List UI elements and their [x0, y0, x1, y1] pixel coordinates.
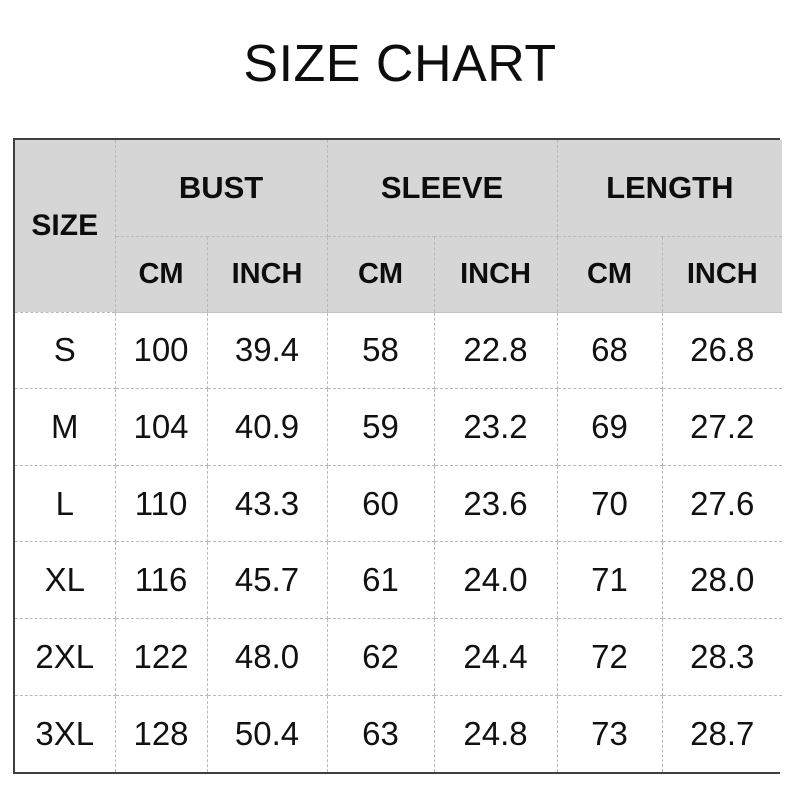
cell-length-cm: 72 [557, 618, 663, 696]
cell-sleeve-cm: 59 [327, 388, 435, 466]
cell-bust-inch: 39.4 [207, 312, 328, 390]
cell-length-inch: 26.8 [662, 312, 783, 390]
cell-sleeve-cm: 63 [327, 695, 435, 772]
table-body: S 100 39.4 58 22.8 68 26.8 M 104 40.9 59… [15, 312, 783, 772]
cell-sleeve-inch: 24.0 [434, 541, 558, 620]
cell-length-cm: 70 [557, 465, 663, 543]
header-unit-bust-cm: CM [115, 236, 208, 313]
cell-size: 3XL [15, 695, 116, 772]
cell-bust-inch: 43.3 [207, 465, 328, 543]
cell-length-inch: 27.2 [662, 388, 783, 466]
header-size: SIZE [15, 140, 116, 313]
table-row: S 100 39.4 58 22.8 68 26.8 [15, 312, 783, 390]
cell-size: XL [15, 541, 116, 620]
cell-length-inch: 27.6 [662, 465, 783, 543]
cell-bust-cm: 128 [115, 695, 208, 772]
cell-sleeve-cm: 58 [327, 312, 435, 390]
size-chart-table-container: SIZE BUST SLEEVE LENGTH CM INCH CM INCH … [13, 138, 783, 774]
cell-size: M [15, 388, 116, 466]
cell-length-inch: 28.3 [662, 618, 783, 696]
cell-bust-cm: 104 [115, 388, 208, 466]
table-row: 2XL 122 48.0 62 24.4 72 28.3 [15, 618, 783, 696]
header-group-sleeve: SLEEVE [327, 140, 558, 237]
cell-length-inch: 28.7 [662, 695, 783, 772]
cell-sleeve-cm: 60 [327, 465, 435, 543]
table-row: XL 116 45.7 61 24.0 71 28.0 [15, 541, 783, 620]
cell-sleeve-inch: 24.4 [434, 618, 558, 696]
cell-bust-cm: 116 [115, 541, 208, 620]
header-unit-sleeve-inch: INCH [434, 236, 558, 313]
cell-bust-cm: 122 [115, 618, 208, 696]
cell-length-cm: 73 [557, 695, 663, 772]
cell-bust-inch: 50.4 [207, 695, 328, 772]
cell-bust-inch: 45.7 [207, 541, 328, 620]
cell-size: S [15, 312, 116, 390]
cell-sleeve-inch: 24.8 [434, 695, 558, 772]
table-row: M 104 40.9 59 23.2 69 27.2 [15, 388, 783, 466]
cell-bust-cm: 100 [115, 312, 208, 390]
cell-sleeve-inch: 23.6 [434, 465, 558, 543]
cell-size: L [15, 465, 116, 543]
cell-sleeve-cm: 61 [327, 541, 435, 620]
table-header-group-row: SIZE BUST SLEEVE LENGTH [15, 140, 783, 313]
page-title: SIZE CHART [243, 35, 557, 93]
table-header-unit-row: CM INCH CM INCH CM INCH [15, 236, 783, 313]
cell-length-inch: 28.0 [662, 541, 783, 620]
cell-sleeve-inch: 22.8 [434, 312, 558, 390]
table-header: SIZE BUST SLEEVE LENGTH CM INCH CM INCH … [15, 140, 783, 313]
header-group-bust: BUST [115, 140, 328, 237]
cell-length-cm: 69 [557, 388, 663, 466]
header-group-length: LENGTH [557, 140, 783, 237]
cell-sleeve-inch: 23.2 [434, 388, 558, 466]
header-unit-length-inch: INCH [662, 236, 783, 313]
size-chart-table: SIZE BUST SLEEVE LENGTH CM INCH CM INCH … [15, 140, 783, 772]
cell-sleeve-cm: 62 [327, 618, 435, 696]
cell-length-cm: 71 [557, 541, 663, 620]
header-unit-sleeve-cm: CM [327, 236, 435, 313]
header-unit-bust-inch: INCH [207, 236, 328, 313]
table-row: L 110 43.3 60 23.6 70 27.6 [15, 465, 783, 543]
cell-bust-cm: 110 [115, 465, 208, 543]
cell-length-cm: 68 [557, 312, 663, 390]
table-row: 3XL 128 50.4 63 24.8 73 28.7 [15, 695, 783, 772]
cell-bust-inch: 48.0 [207, 618, 328, 696]
header-unit-length-cm: CM [557, 236, 663, 313]
cell-size: 2XL [15, 618, 116, 696]
cell-bust-inch: 40.9 [207, 388, 328, 466]
